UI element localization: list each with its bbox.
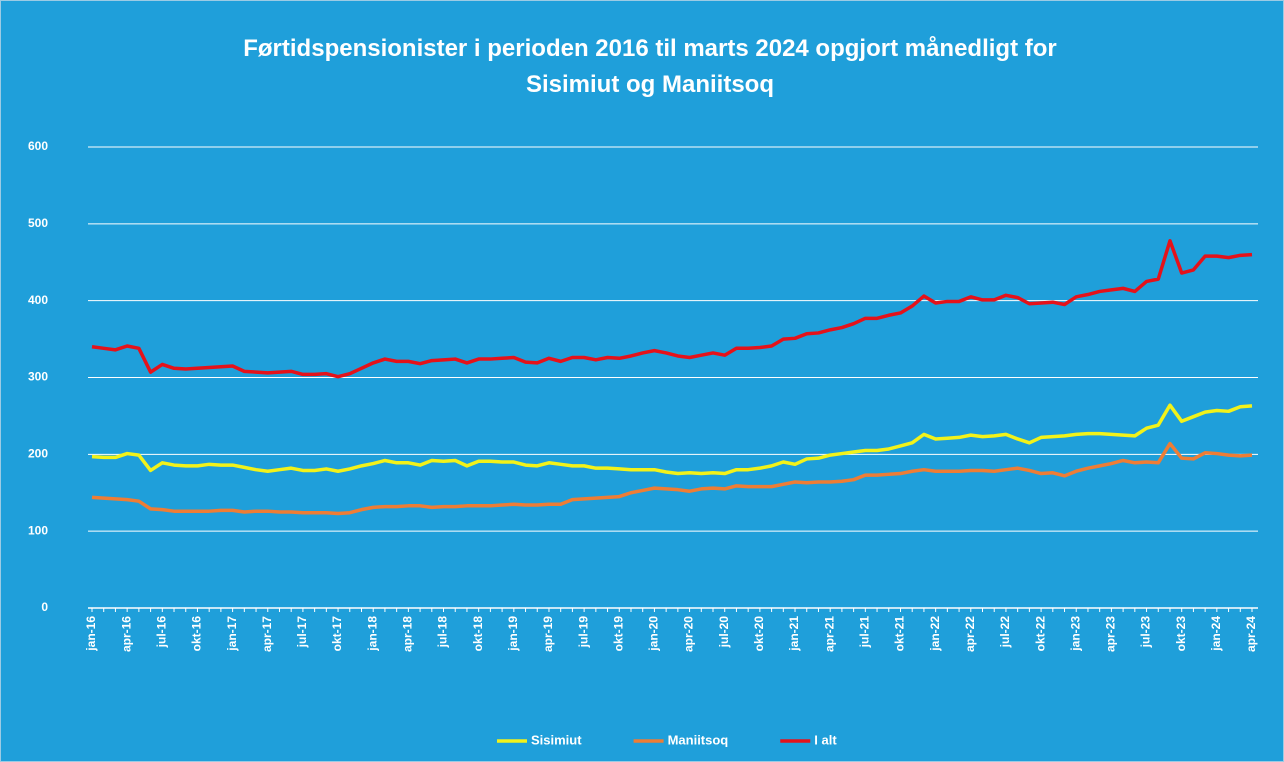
x-tick-label: okt-16 (190, 616, 204, 652)
series-line (91, 441, 1253, 516)
x-tick-label: okt-20 (752, 616, 766, 652)
x-tick-label: okt-19 (611, 616, 625, 652)
x-tick-label: jan-20 (647, 616, 661, 652)
series-line (91, 403, 1253, 476)
legend-label: I alt (814, 732, 837, 747)
x-tick-label: apr-20 (682, 616, 696, 652)
series-line (91, 238, 1253, 379)
x-tick-label: apr-21 (822, 616, 836, 652)
x-tick-label: jul-22 (998, 616, 1012, 649)
x-tick-label: jan-16 (84, 616, 98, 652)
chart-title: Sisimiut og Maniitsoq (526, 71, 774, 98)
x-tick-label: jan-22 (928, 616, 942, 652)
legend-label: Maniitsoq (668, 732, 729, 747)
x-tick-label: apr-24 (1244, 616, 1258, 652)
x-tick-label: jan-18 (365, 616, 379, 652)
x-tick-label: jan-19 (506, 616, 520, 652)
y-tick-label: 200 (28, 447, 48, 461)
legend-label: Sisimiut (531, 732, 582, 747)
y-tick-label: 600 (28, 139, 48, 153)
x-tick-label: apr-19 (541, 616, 555, 652)
x-tick-label: okt-23 (1174, 616, 1188, 652)
x-tick-label: jul-16 (154, 616, 168, 649)
x-tick-label: jul-23 (1139, 616, 1153, 649)
x-tick-label: okt-18 (471, 616, 485, 652)
x-tick-label: apr-16 (119, 616, 133, 652)
x-tick-label: jul-17 (295, 616, 309, 649)
x-tick-label: jul-19 (576, 616, 590, 649)
x-tick-label: apr-17 (260, 616, 274, 652)
x-tick-label: jul-21 (858, 616, 872, 649)
chart-title: Førtidspensionister i perioden 2016 til … (243, 35, 1057, 62)
x-tick-label: jul-18 (436, 616, 450, 649)
y-tick-label: 500 (28, 216, 48, 230)
x-tick-label: jan-23 (1068, 616, 1082, 652)
y-tick-label: 100 (28, 523, 48, 537)
x-tick-label: jan-24 (1209, 616, 1223, 652)
y-tick-label: 0 (41, 600, 48, 614)
x-tick-label: okt-17 (330, 616, 344, 652)
x-tick-label: okt-21 (893, 616, 907, 652)
y-tick-label: 400 (28, 293, 48, 307)
x-tick-label: apr-18 (401, 616, 415, 652)
x-tick-label: apr-23 (1104, 616, 1118, 652)
y-tick-label: 300 (28, 370, 48, 384)
x-tick-label: jan-17 (225, 616, 239, 652)
x-tick-label: okt-22 (1033, 616, 1047, 652)
x-tick-label: jul-20 (717, 616, 731, 649)
x-tick-label: apr-22 (963, 616, 977, 652)
x-tick-label: jan-21 (787, 616, 801, 652)
